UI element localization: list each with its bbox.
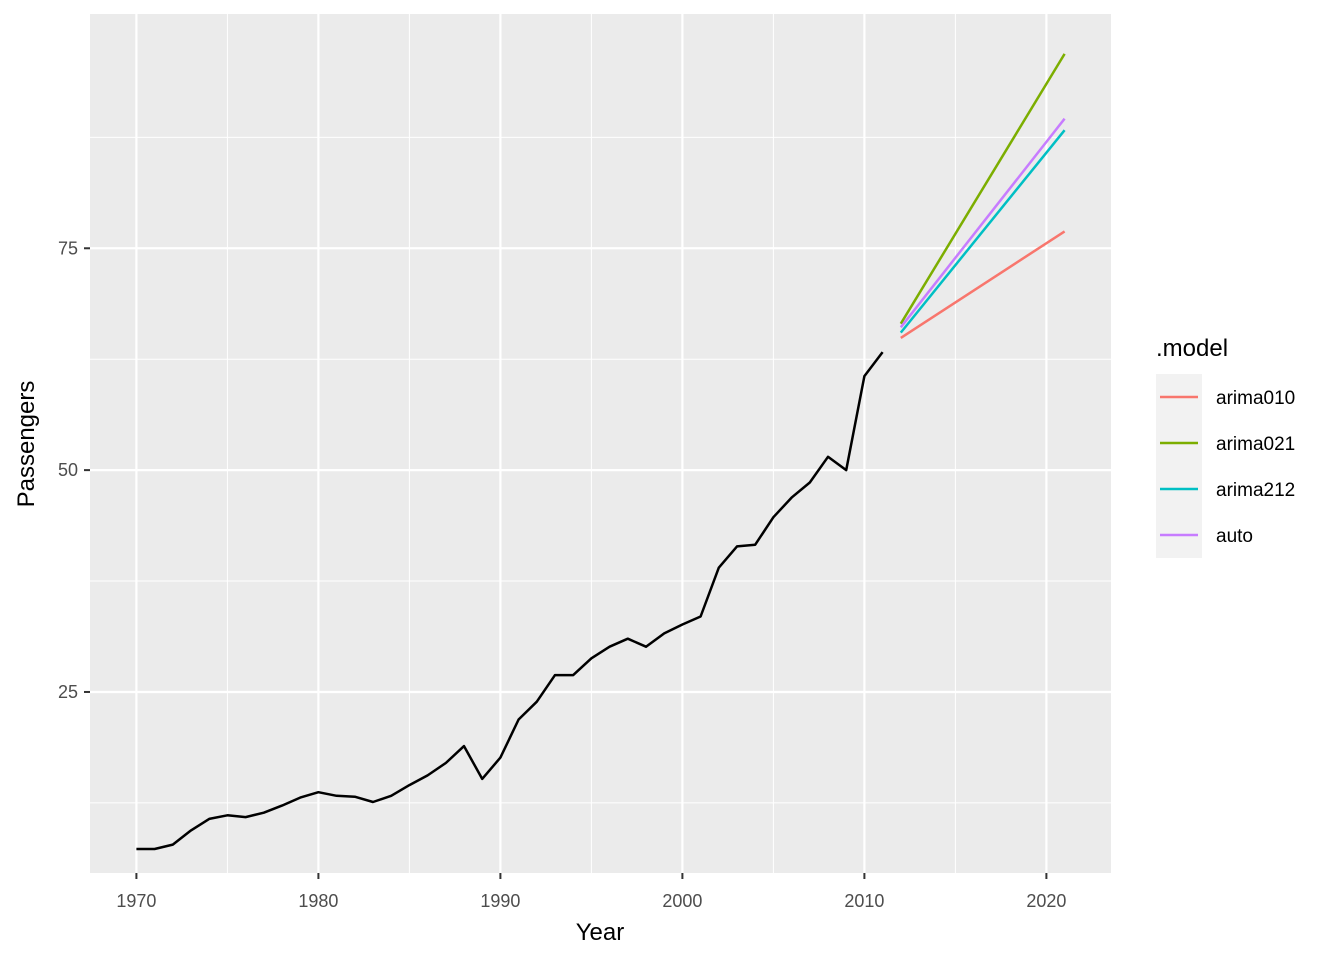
history-line — [136, 351, 884, 851]
legend-label-arima010: arima010 — [1216, 388, 1295, 409]
legend-label-arima212: arima212 — [1216, 480, 1295, 501]
legend-label-arima021: arima021 — [1216, 434, 1295, 455]
y-tick-label: 25 — [58, 682, 78, 702]
legend-items: arima010 arima021 arima212 auto — [1160, 388, 1295, 547]
legend: .model arima010 arima021 arima212 auto — [1156, 335, 1295, 558]
series-line-arima021 — [899, 53, 1066, 325]
series-line-arima212 — [899, 129, 1066, 334]
axis-ticks — [84, 247, 1048, 879]
minor-gridlines — [90, 14, 1111, 873]
x-tick-label: 1970 — [116, 891, 156, 911]
x-tick-label: 1980 — [298, 891, 338, 911]
tick-labels: 1970 1980 1990 2000 2010 2020 25 50 75 — [58, 238, 1066, 911]
series-line-arima010 — [900, 230, 1066, 339]
x-tick-label: 2000 — [662, 891, 702, 911]
major-gridlines — [90, 14, 1111, 873]
plot-panel — [90, 14, 1111, 873]
x-tick-label: 2010 — [844, 891, 884, 911]
legend-key-background — [1156, 374, 1202, 558]
y-axis-title: Passengers — [13, 381, 40, 508]
x-axis-title: Year — [576, 919, 625, 946]
series-layer — [136, 53, 1066, 851]
x-tick-label: 1990 — [480, 891, 520, 911]
series-line-auto — [899, 117, 1066, 329]
x-tick-label: 2020 — [1026, 891, 1066, 911]
legend-title: .model — [1156, 335, 1228, 362]
y-tick-label: 75 — [58, 238, 78, 258]
legend-label-auto: auto — [1216, 526, 1253, 547]
y-tick-label: 50 — [58, 460, 78, 480]
